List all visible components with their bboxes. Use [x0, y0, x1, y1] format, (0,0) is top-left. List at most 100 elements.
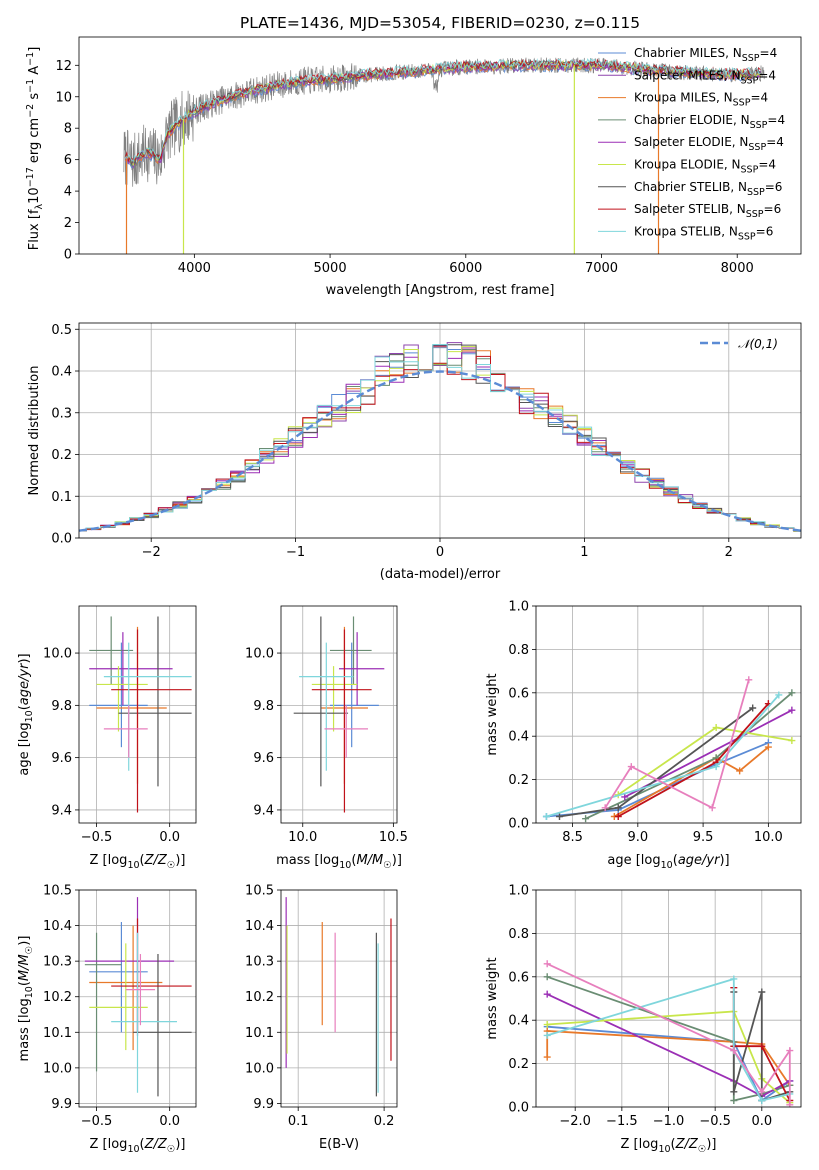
- normal-curve: [79, 370, 801, 532]
- weight_vs_age-point: [764, 743, 772, 751]
- age_vs_mass-axes: 10.0 10.5 9.4 9.6 9.8 10.0: [245, 606, 408, 845]
- residual-xtick-label: 1: [580, 545, 588, 560]
- legend-label: 𝒩(0,1): [738, 337, 778, 351]
- age_vs_mass-xlabel-part: mass [log: [276, 853, 339, 868]
- spectrum-xtick-label: 4000: [178, 261, 211, 276]
- legend-label-part: Salpeter ELODIE, N: [634, 135, 748, 149]
- weight_vs_Z-ytick-label: 1.0: [508, 884, 529, 899]
- mass_vs_Z-xlabel-part: )]: [175, 1137, 185, 1152]
- age_vs_mass-ytick-label: 9.4: [253, 803, 274, 818]
- weight_vs_age-point: [788, 737, 796, 745]
- legend-label-part: Salpeter STELIB, N: [634, 202, 746, 216]
- residual-ytick-label: 0.5: [51, 323, 72, 338]
- weight_vs_age-point: [745, 676, 753, 684]
- weight_vs_Z-point: [730, 1096, 738, 1104]
- age_vs_mass-xlabel-part: (: [351, 853, 356, 868]
- weight_vs_Z-xlabel-part: 10: [658, 1144, 670, 1155]
- spectrum-ylabel-part: Flux [f: [27, 209, 42, 250]
- legend-label-part: =4: [766, 135, 784, 149]
- age_vs_Z-xlabel: Z [log10(Z/Z☉)]: [90, 853, 186, 871]
- weight_vs_age-ytick-label: 0.4: [508, 730, 529, 745]
- weight_vs_age-point: [582, 815, 590, 823]
- weight_vs_Z-ytick-label: 0.6: [508, 970, 529, 985]
- weight_vs_age-point: [775, 691, 783, 699]
- weight_vs_Z-xlabel-part: Z/Z: [675, 1137, 699, 1152]
- mass_vs_Z-ytick-label: 10.1: [43, 1026, 72, 1041]
- age_vs_mass-ytick-label: 9.8: [253, 699, 274, 714]
- mass_vs_Z-ytick-label: 9.9: [51, 1097, 72, 1112]
- residual-axes: −2 −1 0 1 2 0.0 0.1 0.2 0.3 0.4 0.5: [51, 323, 801, 560]
- weight_vs_Z-point: [543, 1031, 551, 1039]
- spectrum-xlabel: wavelength [Angstrom, rest frame]: [326, 283, 555, 298]
- age_vs_Z-xlabel-part: ☉: [167, 860, 176, 871]
- age_vs_mass-points: [293, 616, 385, 813]
- weight_vs_Z-point: [543, 990, 551, 998]
- weight_vs_age-xtick-label: 10.0: [754, 830, 783, 845]
- mass_vs_Z-ytick-label: 10.2: [43, 990, 72, 1005]
- legend-label-part: SSP: [741, 165, 759, 176]
- weight_vs_age-series-line: [613, 746, 769, 818]
- legend-label-part: =4: [767, 113, 785, 127]
- legend-label-part: =6: [764, 202, 782, 216]
- residual-frame: [78, 322, 802, 539]
- age_vs_mass-xtick-label: 10.0: [288, 830, 317, 845]
- weight_vs_Z-point: [730, 975, 738, 983]
- weight_vs_Z-xlabel-part: )]: [706, 1137, 716, 1152]
- spectrum-xtick-label: 5000: [314, 261, 347, 276]
- weight_vs_age-point: [627, 763, 635, 771]
- legend-label-part: SSP: [738, 231, 756, 242]
- spectrum-ylabel-part: erg cm: [27, 118, 42, 167]
- spectrum-ytick-label: 12: [55, 59, 72, 74]
- weight_vs_age-xlabel-part: )]: [719, 853, 729, 868]
- age_vs_mass-xlabel: mass [log10(M/M☉)]: [276, 853, 402, 871]
- weight_vs_age-point: [708, 804, 716, 812]
- residual-xtick-label: −1: [286, 545, 305, 560]
- weight_vs_Z-point: [758, 1096, 766, 1104]
- spectrum-ylabel-part: −1: [25, 52, 36, 66]
- weight_vs_Z-point: [730, 1047, 738, 1055]
- weight_vs_age-xlabel-part: age [log: [607, 853, 660, 868]
- legend-label-part: Chabrier ELODIE, N: [634, 113, 750, 127]
- mass_vs_Z-ylabel-part: )]: [17, 936, 32, 946]
- weight_vs_Z-point: [543, 960, 551, 968]
- weight_vs_Z-ylabel: mass weight: [485, 957, 500, 1039]
- age_vs_mass-ytick-label: 9.6: [253, 751, 274, 766]
- residual-hists: [79, 342, 801, 532]
- legend-label-part: =4: [750, 91, 768, 105]
- mass_vs_Z-xlabel-part: (: [140, 1137, 145, 1152]
- spectrum-ylabel-part: ]: [27, 47, 42, 52]
- mass_vs_Z-ytick-label: 10.3: [43, 955, 72, 970]
- legend-label-part: =6: [756, 224, 774, 238]
- weight_vs_age-point: [614, 804, 622, 812]
- mass_vs_Z-xlabel-part: ☉: [167, 1144, 176, 1155]
- legend-label: Kroupa ELODIE, NSSP=4: [634, 158, 776, 176]
- legend-label-part: =6: [765, 180, 783, 194]
- age_vs_mass-xtick-label: 10.5: [379, 830, 408, 845]
- legend-label-part: SSP: [747, 187, 765, 198]
- weight_vs_age-point: [736, 767, 744, 775]
- spectrum-ylabel-part: −17: [25, 167, 36, 187]
- mass_vs_Z-ylabel-part: M/M: [17, 954, 32, 981]
- legend-label: Chabrier MILES, NSSP=4: [634, 46, 777, 64]
- weight_vs_age-point: [712, 724, 720, 732]
- age_vs_Z-axes: −0.5 0.0 9.4 9.6 9.8 10.0: [43, 606, 196, 845]
- weight_vs_Z-point: [758, 1042, 766, 1050]
- spectrum-ytick-label: 10: [55, 90, 72, 105]
- mass_vs_ebv-ytick-label: 10.3: [245, 955, 274, 970]
- mass_vs_ebv-xtick-label: 0.2: [374, 1114, 395, 1129]
- spectrum-ylabel-part: −2: [25, 104, 36, 118]
- spectrum-ytick-label: 8: [64, 122, 72, 137]
- weight_vs_Z-point: [786, 1047, 794, 1055]
- spectrum-ylabel-part: 10: [27, 187, 42, 204]
- weight_vs_age-series-line: [617, 726, 793, 796]
- mass_vs_Z-axes: −0.5 0.0 9.9 10.0 10.1 10.2 10.3 10.4 10.5: [43, 884, 196, 1129]
- weight_vs_age-point: [788, 706, 796, 714]
- mass_vs_Z-ylabel-part: mass [log: [17, 998, 32, 1061]
- spectrum-ytick-label: 6: [64, 153, 72, 168]
- weight_vs_age-point: [621, 793, 629, 801]
- weight_vs_Z-series-line: [546, 993, 791, 1098]
- weight_vs_age-xlabel-part: (: [673, 853, 678, 868]
- weight_vs_age-frame: [535, 605, 802, 824]
- mass_vs_Z-frame: [78, 889, 197, 1108]
